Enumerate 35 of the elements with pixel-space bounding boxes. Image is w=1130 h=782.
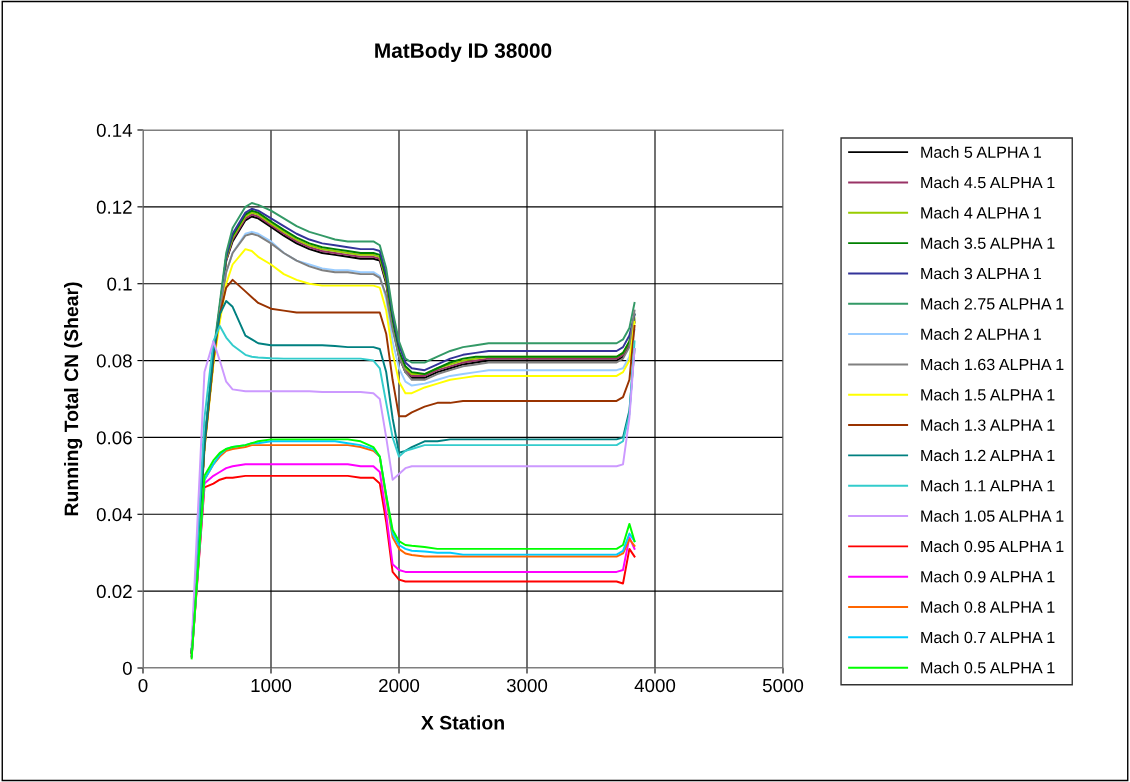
legend-label: Mach 3 ALPHA 1 [921,267,1042,280]
legend-label: Mach 1.63 ALPHA 1 [921,358,1064,371]
legend-label: Mach 2 ALPHA 1 [921,328,1042,340]
y-axis-title: Running Total CN (Shear) [63,282,83,516]
x-tick-label: 5000 [762,678,804,693]
chart-title: MatBody ID 38000 [375,42,552,63]
x-tick-label: 2000 [379,678,420,693]
legend-label: Mach 0.7 ALPHA 1 [921,631,1055,644]
legend-label: Mach 0.5 ALPHA 1 [921,661,1055,674]
y-tick-label: 0.1 [107,277,132,291]
legend-label: Mach 1.5 ALPHA 1 [921,388,1055,401]
legend-label: Mach 5 ALPHA 1 [921,146,1042,158]
legend-label: Mach 4 ALPHA 1 [921,206,1042,219]
x-tick-label: 3000 [506,678,548,693]
x-tick-label: 0 [138,678,148,693]
x-tick-label: 1000 [251,678,292,693]
legend-label: Mach 0.95 ALPHA 1 [921,540,1064,553]
legend-label: Mach 0.9 ALPHA 1 [921,570,1055,583]
legend-label: Mach 1.1 ALPHA 1 [921,479,1055,492]
y-tick-label: 0.06 [96,431,132,445]
legend-label: Mach 1.05 ALPHA 1 [921,510,1064,522]
legend-label: Mach 1.3 ALPHA 1 [921,419,1055,431]
x-axis-title: X Station [421,715,504,730]
y-tick-label: 0 [122,661,132,675]
legend-label: Mach 0.8 ALPHA 1 [921,600,1055,613]
x-tick-label: 4000 [634,678,676,693]
y-tick-label: 0.04 [96,507,133,522]
y-tick-label: 0.02 [96,584,132,599]
legend-label: Mach 4.5 ALPHA 1 [921,176,1055,189]
legend-label: Mach 1.2 ALPHA 1 [921,449,1055,462]
legend-label: Mach 2.75 ALPHA 1 [921,297,1064,310]
legend-label: Mach 3.5 ALPHA 1 [921,237,1055,249]
y-tick-label: 0.14 [96,123,133,137]
y-tick-label: 0.12 [96,200,132,214]
y-tick-label: 0.08 [96,354,132,368]
